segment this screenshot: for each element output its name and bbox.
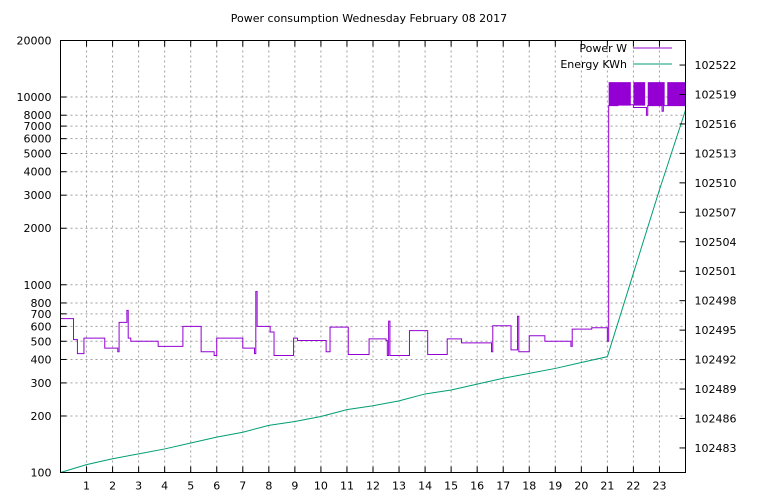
y-right-tick-label: 102486 <box>695 413 737 426</box>
y-left-tick-label: 100 <box>31 467 52 480</box>
x-tick-label: 17 <box>496 480 510 493</box>
power-burst-band <box>647 82 665 106</box>
y-left-tick-label: 6000 <box>24 133 52 146</box>
y-right-tick-label: 102498 <box>695 295 737 308</box>
y-left-tick-label: 10000 <box>17 91 52 104</box>
axis-layer: 1 2 3 4 5 6 7 8 9 10 11 12 13 14 15 16 17 18 19 20 21 22 23100… <box>17 35 737 493</box>
x-tick-label: 18 <box>522 480 536 493</box>
x-tick-label: 15 <box>444 480 458 493</box>
y-left-tick-label: 1000 <box>24 279 52 292</box>
series-line-power <box>60 104 686 356</box>
x-tick-label: 22 <box>626 480 640 493</box>
y-right-tick-label: 102513 <box>695 147 737 160</box>
legend: Power W Energy KWh <box>560 42 672 71</box>
y-right-tick-label: 102489 <box>695 383 737 396</box>
x-tick-label: 3 <box>135 480 142 493</box>
legend-label-energy: Energy KWh <box>560 58 627 71</box>
x-tick-label: 4 <box>161 480 168 493</box>
y-left-tick-label: 600 <box>31 320 52 333</box>
x-tick-label: 16 <box>470 480 484 493</box>
y-left-tick-label: 20000 <box>17 35 52 48</box>
y-left-tick-label: 5000 <box>24 148 52 161</box>
x-tick-label: 20 <box>574 480 588 493</box>
series-line-energy <box>60 110 686 473</box>
x-tick-label: 11 <box>340 480 354 493</box>
x-tick-label: 8 <box>265 480 272 493</box>
x-tick-label: 14 <box>418 480 432 493</box>
y-left-tick-label: 4000 <box>24 166 52 179</box>
y-left-tick-label: 8000 <box>24 109 52 122</box>
x-tick-label: 2 <box>109 480 116 493</box>
y-left-tick-label: 200 <box>31 410 52 423</box>
y-right-tick-label: 102522 <box>695 59 737 72</box>
y-left-tick-label: 700 <box>31 308 52 321</box>
y-right-tick-label: 102492 <box>695 354 737 367</box>
y-right-tick-label: 102519 <box>695 89 737 102</box>
x-tick-label: 23 <box>652 480 666 493</box>
power-burst-band <box>608 82 631 106</box>
y-left-tick-label: 7000 <box>24 120 52 133</box>
series-layer <box>60 82 686 473</box>
power-burst-band <box>633 82 646 106</box>
x-tick-label: 9 <box>291 480 298 493</box>
x-tick-label: 19 <box>548 480 562 493</box>
chart-title-group: Power consumption Wednesday February 08 … <box>231 12 507 25</box>
x-tick-label: 10 <box>314 480 328 493</box>
x-tick-label: 5 <box>187 480 194 493</box>
chart-title: Power consumption Wednesday February 08 … <box>231 12 507 25</box>
x-tick-label: 7 <box>239 480 246 493</box>
y-left-tick-label: 2000 <box>24 222 52 235</box>
y-left-tick-label: 800 <box>31 297 52 310</box>
y-right-tick-label: 102516 <box>695 118 737 131</box>
y-right-tick-label: 102495 <box>695 324 737 337</box>
y-left-tick-label: 400 <box>31 353 52 366</box>
grid-layer <box>60 40 686 473</box>
y-right-tick-label: 102504 <box>695 236 737 249</box>
x-tick-label: 6 <box>213 480 220 493</box>
y-left-tick-label: 300 <box>31 377 52 390</box>
y-right-tick-label: 102501 <box>695 265 737 278</box>
x-tick-label: 13 <box>392 480 406 493</box>
y-left-tick-label: 3000 <box>24 189 52 202</box>
x-tick-label: 21 <box>600 480 614 493</box>
x-tick-label: 12 <box>366 480 380 493</box>
y-right-tick-label: 102510 <box>695 177 737 190</box>
y-right-tick-label: 102483 <box>695 442 737 455</box>
y-left-tick-label: 500 <box>31 335 52 348</box>
power-burst-band <box>667 82 686 106</box>
y-right-tick-label: 102507 <box>695 206 737 219</box>
legend-label-power: Power W <box>579 42 627 55</box>
x-tick-label: 1 <box>83 480 90 493</box>
